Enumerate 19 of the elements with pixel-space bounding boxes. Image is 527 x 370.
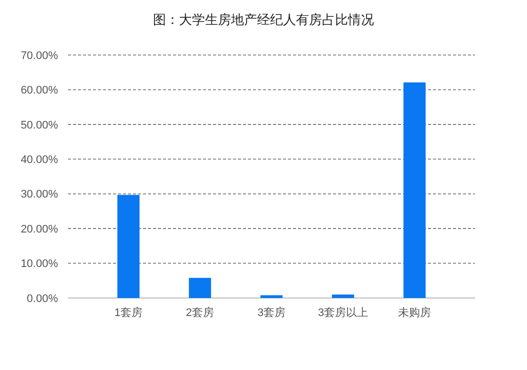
bar xyxy=(403,82,426,298)
bar xyxy=(117,194,140,298)
chart-title: 图：大学生房地产经纪人有房占比情况 xyxy=(153,12,374,27)
y-tick-label: 60.00% xyxy=(20,84,58,97)
bar xyxy=(332,294,354,298)
x-tick-label: 3套房以上 xyxy=(318,306,368,319)
y-tick-label: 50.00% xyxy=(20,119,58,132)
y-tick-label: 40.00% xyxy=(20,154,58,166)
bar xyxy=(260,295,283,298)
x-tick-label: 3套房 xyxy=(257,306,286,319)
x-tick-label: 未购房 xyxy=(398,306,432,319)
bar xyxy=(188,278,212,298)
x-tick-label: 1套房 xyxy=(114,306,143,319)
x-tick-label: 2套房 xyxy=(186,306,214,319)
y-tick-label: 20.00% xyxy=(20,223,58,236)
y-tick-label: 10.00% xyxy=(20,258,58,270)
y-tick-label: 70.00% xyxy=(20,50,58,62)
y-tick-label: 0.00% xyxy=(26,292,58,305)
y-tick-label: 30.00% xyxy=(20,188,58,201)
